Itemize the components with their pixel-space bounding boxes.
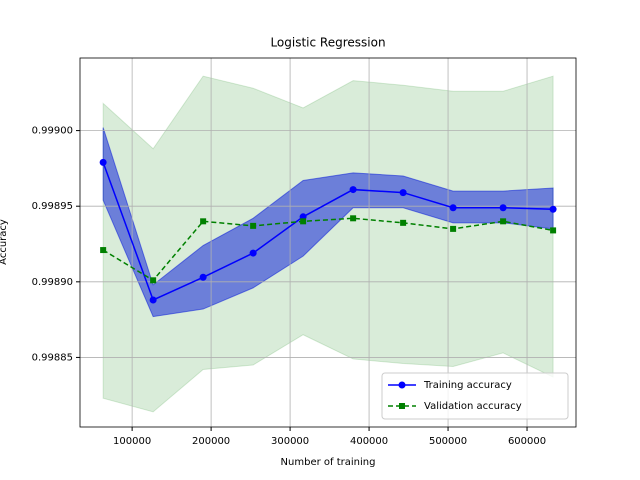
legend-label: Training accuracy	[423, 380, 512, 391]
marker	[149, 296, 157, 304]
marker	[99, 158, 107, 166]
line	[102, 162, 554, 301]
marker	[499, 204, 507, 212]
x-tick-label: 500000	[429, 436, 467, 447]
marker	[350, 215, 357, 222]
x-tick-label: 100000	[113, 436, 151, 447]
marker	[398, 381, 406, 389]
x-tick-label: 200000	[192, 436, 230, 447]
x-tick-label: 600000	[508, 436, 546, 447]
marker	[450, 225, 457, 232]
x-tick-label: 300000	[271, 436, 309, 447]
line	[102, 217, 554, 282]
x-axis-label: Number of training	[281, 457, 376, 468]
x-tick-label: 400000	[350, 436, 388, 447]
marker	[449, 204, 457, 212]
marker	[250, 222, 257, 229]
marker	[500, 218, 507, 225]
legend-box	[381, 372, 569, 420]
y-tick-label: 0.99890	[32, 277, 73, 288]
marker	[399, 189, 407, 197]
marker	[150, 277, 157, 284]
marker	[200, 218, 207, 225]
y-tick-label: 0.99895	[32, 201, 73, 212]
y-axis-label: Accuracy	[0, 219, 9, 265]
marker	[300, 218, 307, 225]
marker	[400, 219, 407, 226]
y-tick-label: 0.99900	[32, 126, 73, 137]
y-tick-label: 0.99885	[32, 352, 73, 363]
marker	[199, 273, 207, 281]
marker	[550, 227, 557, 234]
marker	[549, 205, 557, 213]
marker	[249, 249, 257, 257]
marker	[100, 247, 107, 254]
marker	[399, 403, 405, 409]
legend: Training accuracy Validation accuracy	[381, 372, 569, 420]
chart-title: Logistic Regression	[270, 36, 385, 50]
legend-label: Validation accuracy	[424, 401, 522, 412]
marker	[349, 186, 357, 194]
plot-frame	[79, 57, 577, 428]
